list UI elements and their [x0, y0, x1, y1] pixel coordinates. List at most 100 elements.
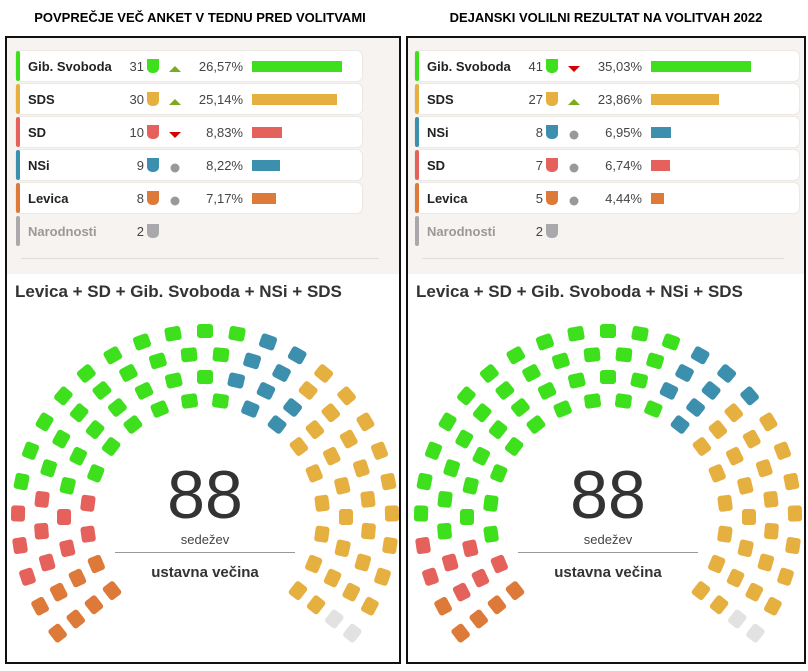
seat-nsi — [686, 398, 705, 417]
party-seats: 7 — [535, 158, 543, 173]
seat-sd — [34, 522, 49, 540]
party-percentage: 7,17% — [206, 191, 243, 206]
seat-nsi — [241, 400, 260, 418]
party-row[interactable]: SDS 27 23,86% — [414, 83, 800, 115]
seat-gib-svoboda — [103, 346, 123, 365]
seat-gib-svoboda — [537, 382, 557, 400]
party-percentage: 35,03% — [597, 59, 642, 74]
seat-sds — [773, 441, 792, 460]
seat-sds — [724, 403, 744, 423]
party-row[interactable]: Levica 5 4,44% — [414, 182, 800, 214]
vote-share-bar — [252, 94, 338, 105]
seat-sds — [717, 494, 733, 512]
seat-sd — [80, 494, 96, 512]
seat-gib-svoboda — [150, 400, 169, 418]
seat-sd — [12, 536, 28, 555]
party-name: Levica — [28, 191, 69, 206]
seat-sds — [314, 525, 330, 543]
seat-levica — [31, 596, 50, 616]
seat-nsi — [717, 364, 737, 383]
seat-levica — [66, 609, 85, 629]
seat-chip-icon — [546, 59, 558, 73]
party-color-band — [16, 216, 20, 246]
seat-chip-icon — [546, 158, 558, 172]
seat-sds — [708, 420, 728, 440]
seat-chip-icon — [546, 125, 558, 139]
party-row[interactable]: Narodnosti 2 — [414, 215, 800, 247]
seat-gib-svoboda — [631, 325, 649, 342]
party-percentage: 25,14% — [198, 92, 243, 107]
seat-gib-svoboda — [457, 386, 476, 406]
seat-gib-svoboda — [567, 372, 586, 389]
party-row[interactable]: Levica 8 7,17% — [15, 182, 363, 214]
party-row[interactable]: NSi 8 6,95% — [414, 116, 800, 148]
seat-sds — [709, 595, 729, 615]
seat-gib-svoboda — [416, 472, 433, 491]
party-seats: 9 — [136, 158, 144, 173]
seat-sds — [334, 539, 351, 558]
panel-title: DEJANSKI VOLILNI REZULTAT NA VOLITVAH 20… — [449, 10, 763, 25]
seat-sds — [354, 553, 372, 572]
seat-chip-icon — [546, 92, 558, 106]
seat-levica — [102, 581, 122, 601]
seat-nsi — [659, 382, 679, 400]
vote-share-bar — [651, 160, 671, 171]
seat-sds — [785, 536, 801, 555]
party-seats: 2 — [535, 224, 543, 239]
vote-share-bar — [252, 61, 342, 72]
party-row[interactable]: Gib. Svoboda 31 26,57% — [15, 50, 363, 82]
party-row[interactable]: Gib. Svoboda 41 35,03% — [414, 50, 800, 82]
seat-gib-svoboda — [101, 437, 121, 456]
seat-gib-svoboda — [148, 352, 167, 370]
seat-narodnosti — [728, 609, 747, 629]
seat-sds — [380, 472, 397, 491]
seat-gib-svoboda — [413, 505, 429, 522]
seat-narodnosti — [746, 623, 765, 643]
seat-sds — [314, 494, 330, 512]
party-row[interactable]: Narodnosti 2 — [15, 215, 363, 247]
seat-sds — [742, 429, 761, 449]
divider — [21, 258, 379, 259]
seat-gib-svoboda — [211, 393, 229, 409]
party-row[interactable]: SD 7 6,74% — [414, 149, 800, 181]
party-row[interactable]: NSi 9 8,22% — [15, 149, 363, 181]
coalition-title: Levica + SD + Gib. Svoboda + NSi + SDS — [416, 282, 743, 301]
vote-share-bar — [252, 193, 277, 204]
seat-sds — [337, 386, 356, 406]
seat-levica — [451, 623, 470, 643]
seat-sd — [422, 567, 439, 586]
seat-gib-svoboda — [661, 333, 681, 351]
seat-gib-svoboda — [119, 364, 138, 382]
party-name: NSi — [427, 125, 449, 140]
seat-sds — [741, 508, 757, 526]
party-name: Gib. Svoboda — [28, 59, 112, 74]
party-name: Narodnosti — [427, 224, 496, 239]
seat-sds — [777, 567, 794, 586]
seat-levica — [434, 596, 453, 616]
seat-sds — [338, 508, 354, 526]
seat-gib-svoboda — [483, 494, 499, 512]
seat-gib-svoboda — [490, 464, 508, 483]
seat-hemicycle — [10, 324, 399, 643]
seat-gib-svoboda — [21, 441, 40, 460]
seat-levica — [87, 554, 105, 574]
seat-gib-svoboda — [600, 324, 616, 338]
seat-nsi — [701, 381, 721, 400]
seat-sds — [759, 412, 778, 432]
party-row[interactable]: SD 10 8,83% — [15, 116, 363, 148]
trend-same-icon — [568, 193, 580, 206]
seat-levica — [487, 595, 507, 615]
seat-gib-svoboda — [488, 420, 508, 440]
trend-up-icon — [169, 61, 181, 72]
party-row[interactable]: SDS 30 25,14% — [15, 83, 363, 115]
seat-sds — [305, 420, 325, 440]
seat-gib-svoboda — [526, 415, 546, 434]
party-seats: 10 — [129, 125, 144, 140]
seat-sds — [360, 596, 379, 616]
seat-sds — [764, 522, 779, 540]
party-name: SD — [28, 125, 47, 140]
party-color-band — [16, 84, 20, 114]
seat-narodnosti — [343, 623, 362, 643]
seat-gib-svoboda — [85, 420, 105, 440]
seat-sds — [352, 459, 370, 478]
